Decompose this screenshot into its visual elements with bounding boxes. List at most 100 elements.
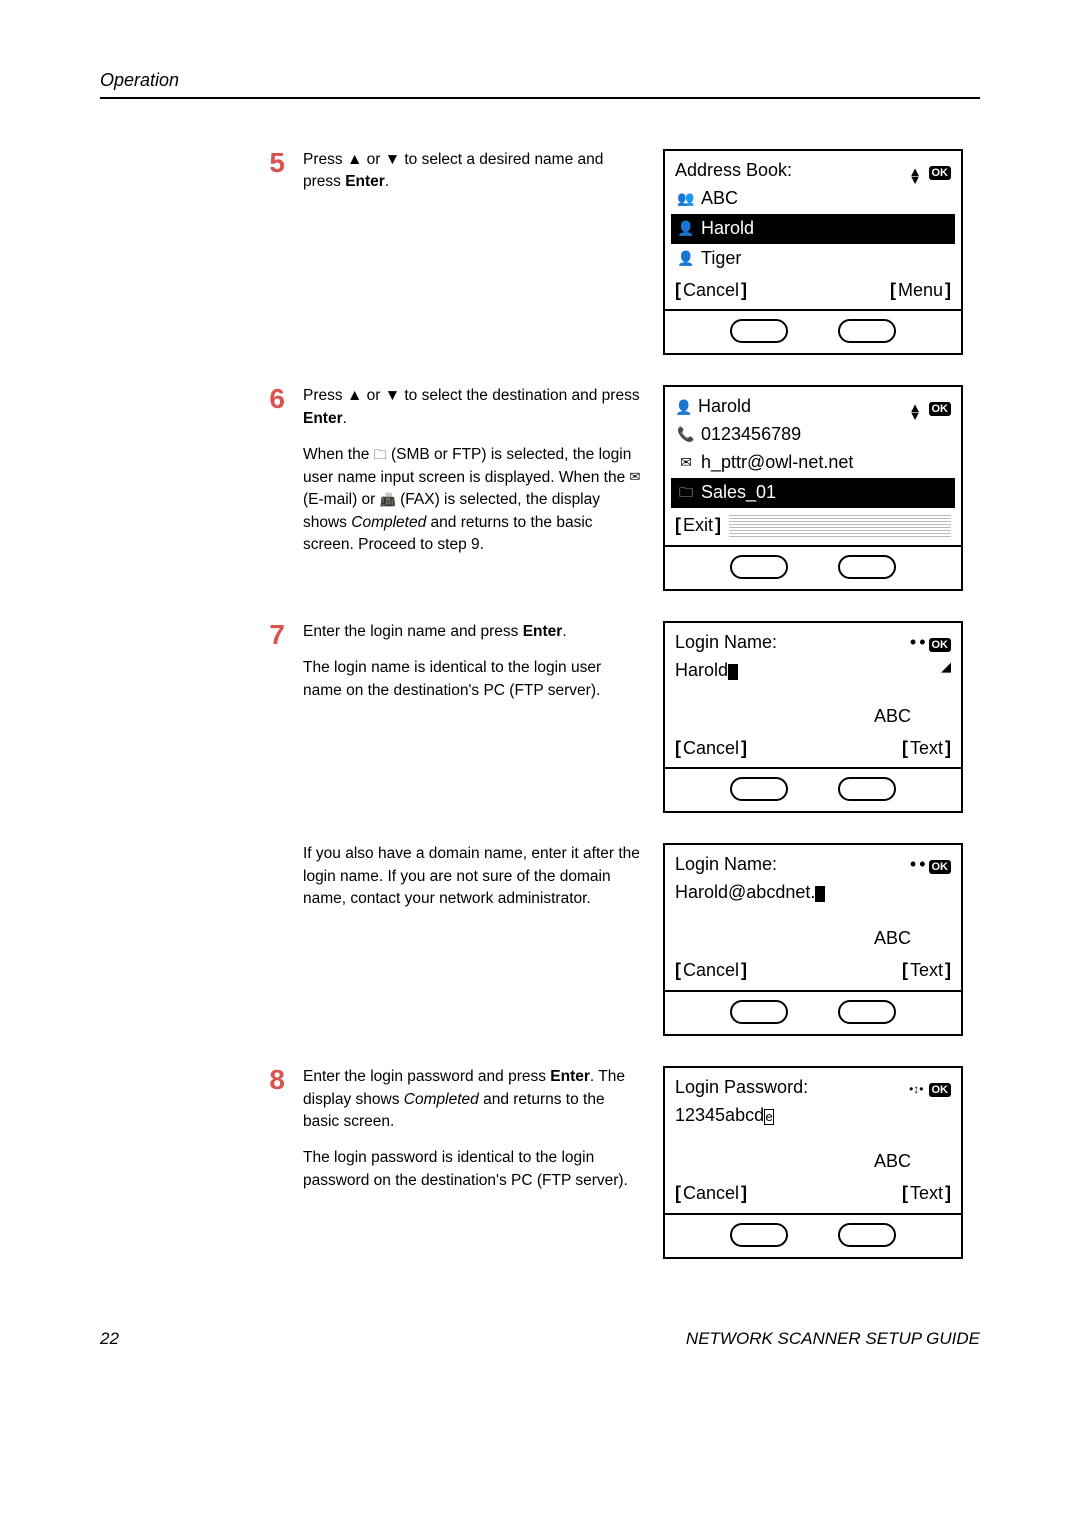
list-item: 📞 0123456789 (675, 421, 951, 449)
input-value: 12345abcd (675, 1105, 764, 1125)
cursor-icon (815, 886, 825, 902)
person-icon: 👤 (677, 218, 695, 240)
text: or (362, 387, 384, 404)
right-hw-button[interactable] (838, 777, 896, 801)
edit-icon: ◢ (941, 657, 951, 677)
fax-icon: 📠 (380, 491, 396, 510)
text: The login password is identical to the l… (303, 1147, 643, 1192)
left-hw-button[interactable] (730, 1223, 788, 1247)
cancel-softkey[interactable]: Cancel (683, 277, 739, 305)
item-label: 0123456789 (701, 421, 801, 449)
lcd-title: Harold (698, 396, 751, 416)
ok-icon: OK (929, 1083, 952, 1097)
list-item: 👤 Tiger (675, 245, 951, 273)
header-rule (100, 97, 980, 99)
nav-dots-icon: • • (910, 854, 929, 874)
list-item: 👤Harold (671, 214, 955, 244)
text: If you also have a domain name, enter it… (303, 843, 643, 910)
mail-icon: ✉ (630, 468, 641, 487)
item-label: Sales_01 (701, 479, 776, 507)
person-icon: 👤 (675, 397, 693, 419)
step-number: 6 (255, 385, 285, 413)
input-value: Harold@abcdnet. (675, 882, 815, 902)
step-8: 8 Enter the login password and press Ent… (255, 1066, 980, 1259)
person-icon: 👤 (677, 248, 695, 270)
lcd-panel-login-name-domain: Login Name: • • OK Harold@abcdnet. ABC [… (663, 843, 963, 1036)
input-value: Harold (675, 660, 728, 680)
text: Press (303, 151, 347, 168)
step-number: 5 (255, 149, 285, 177)
lcd-title: Login Password: (675, 1074, 808, 1102)
left-hw-button[interactable] (730, 1000, 788, 1024)
text: Press (303, 387, 347, 404)
phone-icon: 📞 (677, 424, 695, 446)
menu-softkey[interactable]: Menu (898, 277, 943, 305)
disabled-softkey (729, 515, 951, 537)
step-7b: If you also have a domain name, enter it… (255, 843, 980, 1036)
list-item: 🗀 Sales_01 (671, 478, 955, 508)
lcd-title: Login Name: (675, 629, 777, 657)
step-7: 7 Enter the login name and press Enter. … (255, 621, 980, 814)
text: . (343, 410, 347, 427)
folder-icon: 🗀 (374, 446, 387, 465)
input-mode: ABC (675, 925, 951, 953)
text: to select the destination and press (400, 387, 640, 404)
group-icon: 👥 (677, 188, 695, 210)
right-hw-button[interactable] (838, 1000, 896, 1024)
folder-icon: 🗀 (677, 482, 695, 504)
step-6-text: Press ▲ or ▼ to select the destination a… (303, 385, 643, 570)
enter-label: Enter (303, 410, 343, 427)
text-softkey[interactable]: Text (910, 957, 943, 985)
page-number: 22 (100, 1329, 119, 1349)
cursor-icon (728, 664, 738, 680)
list-item: 👥ABC (675, 185, 951, 213)
text: (E-mail) or (303, 491, 380, 508)
cancel-softkey[interactable]: Cancel (683, 957, 739, 985)
updown-icon: ▲▼ (909, 404, 922, 420)
cursor-icon: e (764, 1109, 774, 1125)
lcd-panel-address-book: Address Book: ▲▼ OK 👥ABC 👤Harold 👤Tiger … (663, 149, 963, 355)
item-label: Tiger (701, 245, 741, 273)
left-hw-button[interactable] (730, 555, 788, 579)
right-hw-button[interactable] (838, 1223, 896, 1247)
lcd-panel-login-name: Login Name: • • OK Harold◢ ABC [ Cancel … (663, 621, 963, 814)
step-number: 7 (255, 621, 285, 649)
list-item: ✉h_pttr@owl-net.net (675, 449, 951, 477)
text: . (562, 623, 566, 640)
step-6: 6 Press ▲ or ▼ to select the destination… (255, 385, 980, 590)
lcd-panel-login-password: Login Password: •↕• OK 12345abcde ABC [ … (663, 1066, 963, 1259)
section-header: Operation (100, 70, 980, 91)
lcd-title: Address Book: (675, 157, 792, 185)
text: The login name is identical to the login… (303, 657, 643, 702)
enter-label: Enter (550, 1068, 590, 1085)
step-number: 8 (255, 1066, 285, 1094)
ok-icon: OK (929, 860, 952, 874)
item-label: h_pttr@owl-net.net (701, 449, 853, 477)
right-hw-button[interactable] (838, 555, 896, 579)
completed-label: Completed (404, 1091, 479, 1108)
left-hw-button[interactable] (730, 777, 788, 801)
input-mode: ABC (675, 703, 951, 731)
updown-icon: ▲▼ (909, 168, 922, 184)
text-softkey[interactable]: Text (910, 1180, 943, 1208)
enter-label: Enter (345, 173, 385, 190)
left-hw-button[interactable] (730, 319, 788, 343)
page-footer: 22 NETWORK SCANNER SETUP GUIDE (100, 1329, 980, 1349)
text: . (385, 173, 389, 190)
nav-dots-icon: • • (910, 632, 929, 652)
step-8-text: Enter the login password and press Enter… (303, 1066, 643, 1206)
cancel-softkey[interactable]: Cancel (683, 735, 739, 763)
exit-softkey[interactable]: Exit (683, 512, 713, 540)
ok-icon: OK (929, 166, 952, 180)
footer-title: NETWORK SCANNER SETUP GUIDE (686, 1329, 980, 1349)
lcd-panel-destination: 👤 Harold ▲▼ OK 📞 0123456789 ✉h_pttr@owl-n… (663, 385, 963, 590)
text-softkey[interactable]: Text (910, 735, 943, 763)
cancel-softkey[interactable]: Cancel (683, 1180, 739, 1208)
completed-label: Completed (351, 514, 426, 531)
ok-icon: OK (929, 402, 952, 416)
text: or (362, 151, 384, 168)
text: Enter the login name and press (303, 623, 523, 640)
step-5: 5 Press ▲ or ▼ to select a desired name … (255, 149, 980, 355)
step-7b-text: If you also have a domain name, enter it… (303, 843, 643, 924)
right-hw-button[interactable] (838, 319, 896, 343)
